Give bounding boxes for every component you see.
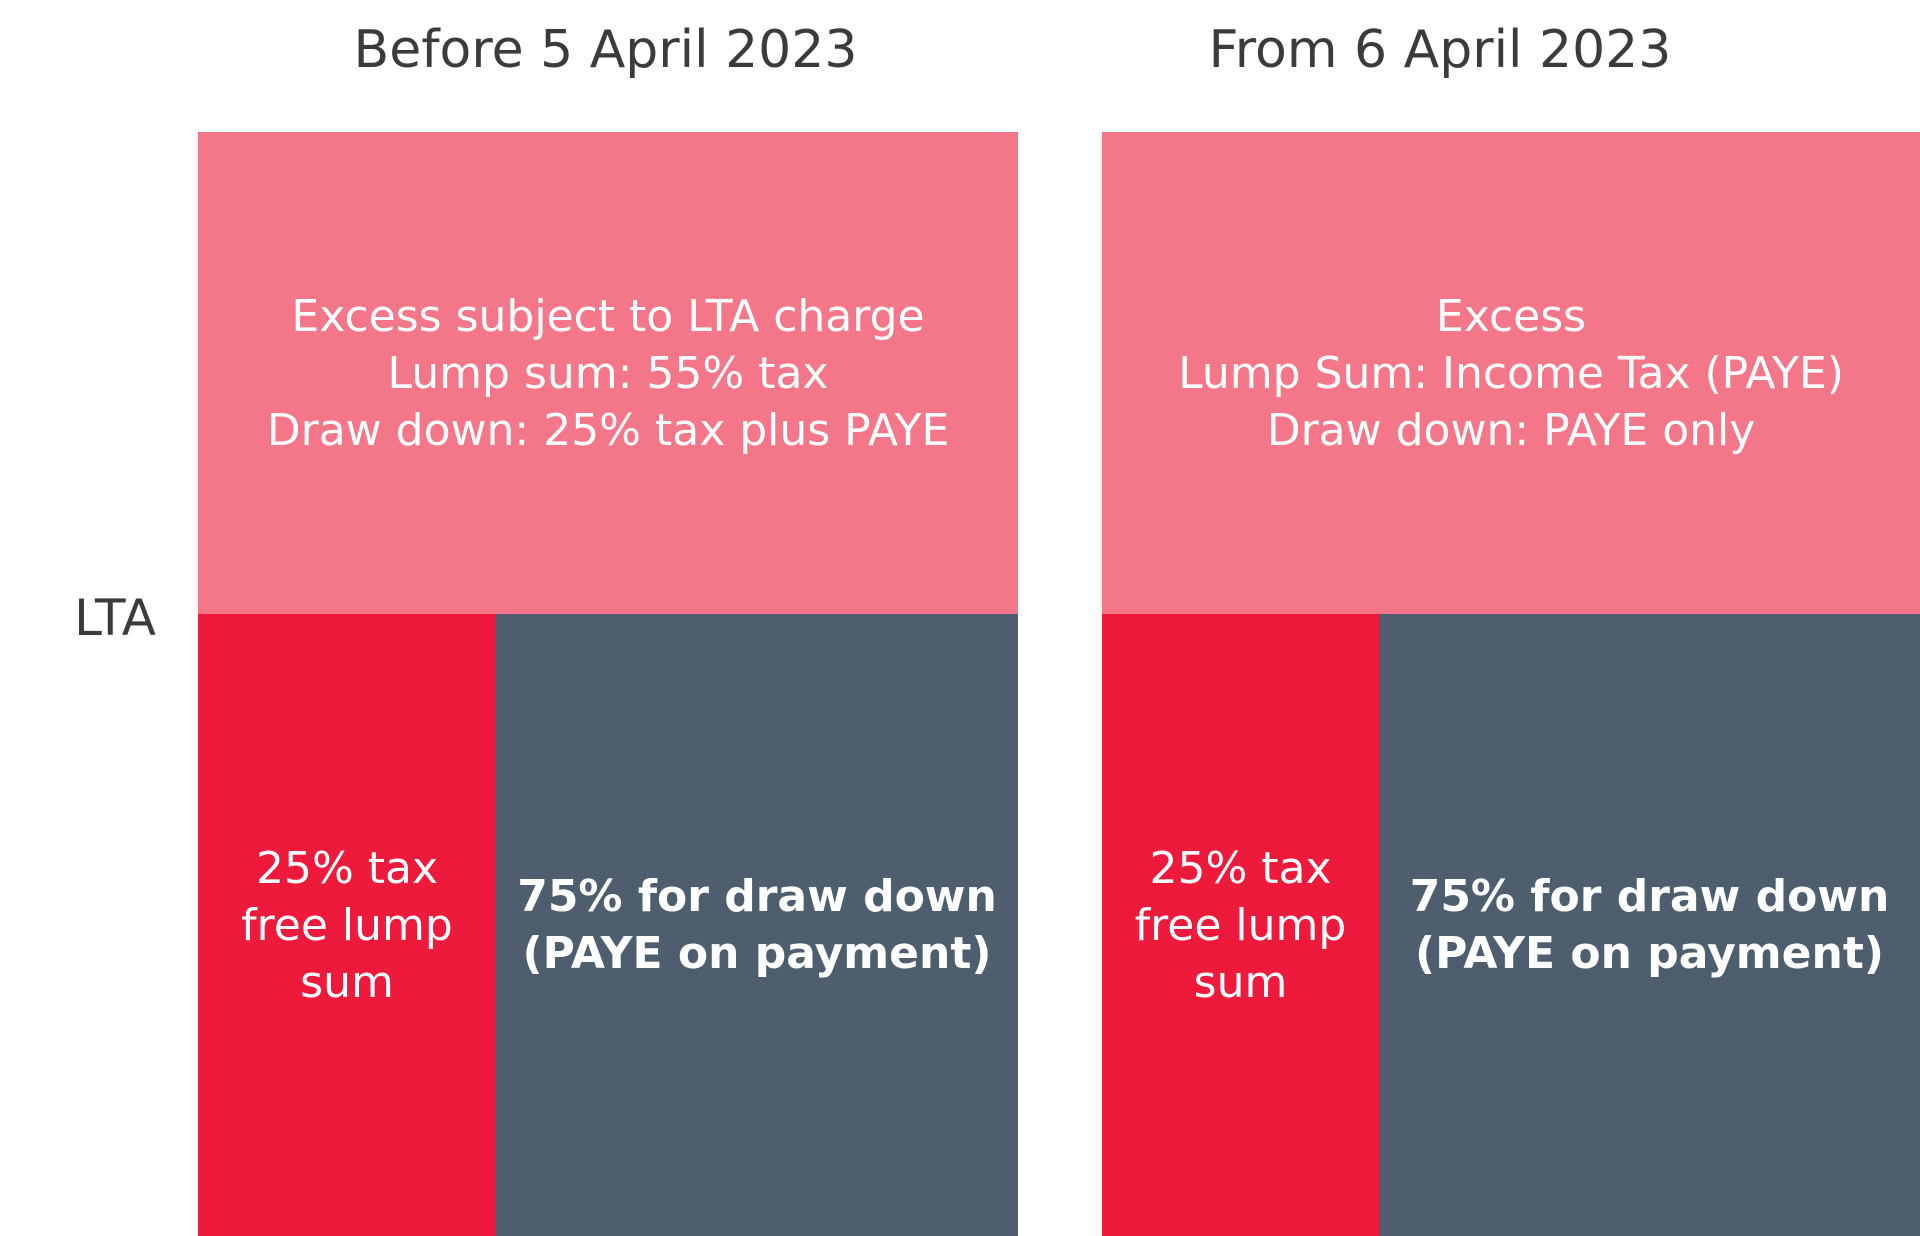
lump-sum-line: sum	[1193, 956, 1288, 1008]
lump-sum-line: sum	[300, 956, 394, 1008]
draw-down-block-before: 75% for draw down (PAYE on payment)	[496, 614, 1018, 1236]
excess-line: Lump Sum: Income Tax (PAYE)	[1178, 347, 1844, 399]
draw-down-line: 75% for draw down	[1409, 871, 1890, 922]
excess-line: Excess	[1435, 290, 1587, 342]
lta-threshold-label: LTA	[74, 589, 156, 647]
panel-heading-after: From 6 April 2023	[1208, 20, 1672, 80]
excess-line: Excess subject to LTA charge	[291, 290, 925, 342]
excess-line: Draw down: 25% tax plus PAYE	[266, 404, 950, 456]
excess-block-before: Excess subject to LTA charge Lump sum: 5…	[198, 132, 1018, 614]
lump-sum-line: 25% tax	[1149, 842, 1332, 894]
draw-down-block-after: 75% for draw down (PAYE on payment)	[1379, 614, 1920, 1236]
lump-sum-block-after: 25% tax free lump sum	[1102, 614, 1379, 1236]
draw-down-line: (PAYE on payment)	[522, 928, 992, 979]
lump-sum-line: free lump	[241, 899, 453, 951]
excess-block-after: Excess Lump Sum: Income Tax (PAYE) Draw …	[1102, 132, 1920, 614]
lump-sum-block-before: 25% tax free lump sum	[198, 614, 496, 1236]
draw-down-line: (PAYE on payment)	[1415, 928, 1884, 979]
draw-down-line: 75% for draw down	[517, 871, 997, 922]
excess-line: Draw down: PAYE only	[1266, 404, 1756, 456]
panel-heading-before: Before 5 April 2023	[353, 20, 858, 80]
lump-sum-line: 25% tax	[255, 842, 439, 894]
excess-line: Lump sum: 55% tax	[387, 347, 829, 399]
lump-sum-line: free lump	[1134, 899, 1347, 951]
